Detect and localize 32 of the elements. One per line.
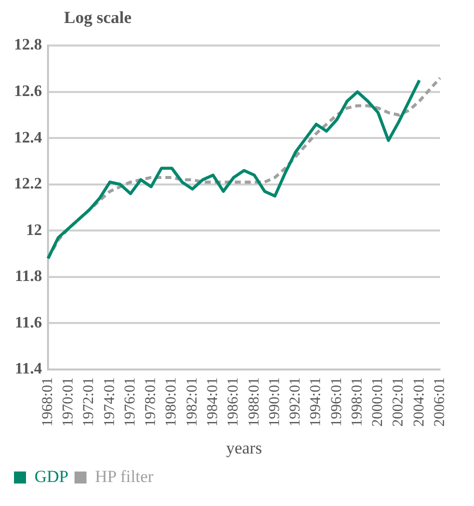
x-tick-label: 2000:01 bbox=[370, 377, 386, 427]
x-tick-label: 1994:01 bbox=[308, 377, 324, 427]
x-tick-label: 1980:01 bbox=[164, 377, 180, 427]
y-tick-label: 12.2 bbox=[14, 176, 42, 193]
x-tick-label: 1992:01 bbox=[288, 377, 304, 427]
y-tick-label: 12.8 bbox=[14, 36, 42, 54]
y-axis-title: Log scale bbox=[63, 8, 133, 29]
x-tick-label: 2006:01 bbox=[432, 377, 448, 427]
x-tick-label: 1984:01 bbox=[204, 377, 221, 427]
x-axis-title: years bbox=[226, 438, 262, 458]
x-tick-label: 1986:01 bbox=[226, 377, 242, 427]
x-tick-label: 1972:01 bbox=[81, 377, 98, 427]
y-tick-label: 12.4 bbox=[14, 129, 42, 146]
y-tick-label: 11.8 bbox=[14, 268, 42, 286]
x-tick-label: 1996:01 bbox=[328, 377, 345, 427]
legend-label: HP filter bbox=[95, 466, 154, 486]
y-tick-label: 11.4 bbox=[14, 360, 42, 378]
x-tick-label: 1970:01 bbox=[60, 377, 77, 427]
x-tick-label: 1978:01 bbox=[143, 377, 160, 427]
x-tick-label: 2004:01 bbox=[411, 377, 428, 427]
y-tick-label: 12 bbox=[26, 222, 42, 239]
y-tick-label: 12.6 bbox=[14, 83, 42, 100]
x-tick-label: 1968:01 bbox=[40, 377, 56, 427]
x-tick-label: 1998:01 bbox=[349, 377, 366, 427]
x-tick-label: 1982:01 bbox=[184, 377, 200, 427]
x-tick-label: 1990:01 bbox=[266, 377, 283, 427]
y-tick-label: 11.6 bbox=[14, 314, 42, 332]
x-tick-label: 1976:01 bbox=[122, 377, 138, 427]
x-tick-label: 1988:01 bbox=[246, 377, 262, 427]
legend-label: GDP bbox=[34, 466, 69, 486]
x-tick-label: 2002:01 bbox=[390, 377, 407, 427]
x-tick-label: 1974:01 bbox=[102, 377, 118, 427]
